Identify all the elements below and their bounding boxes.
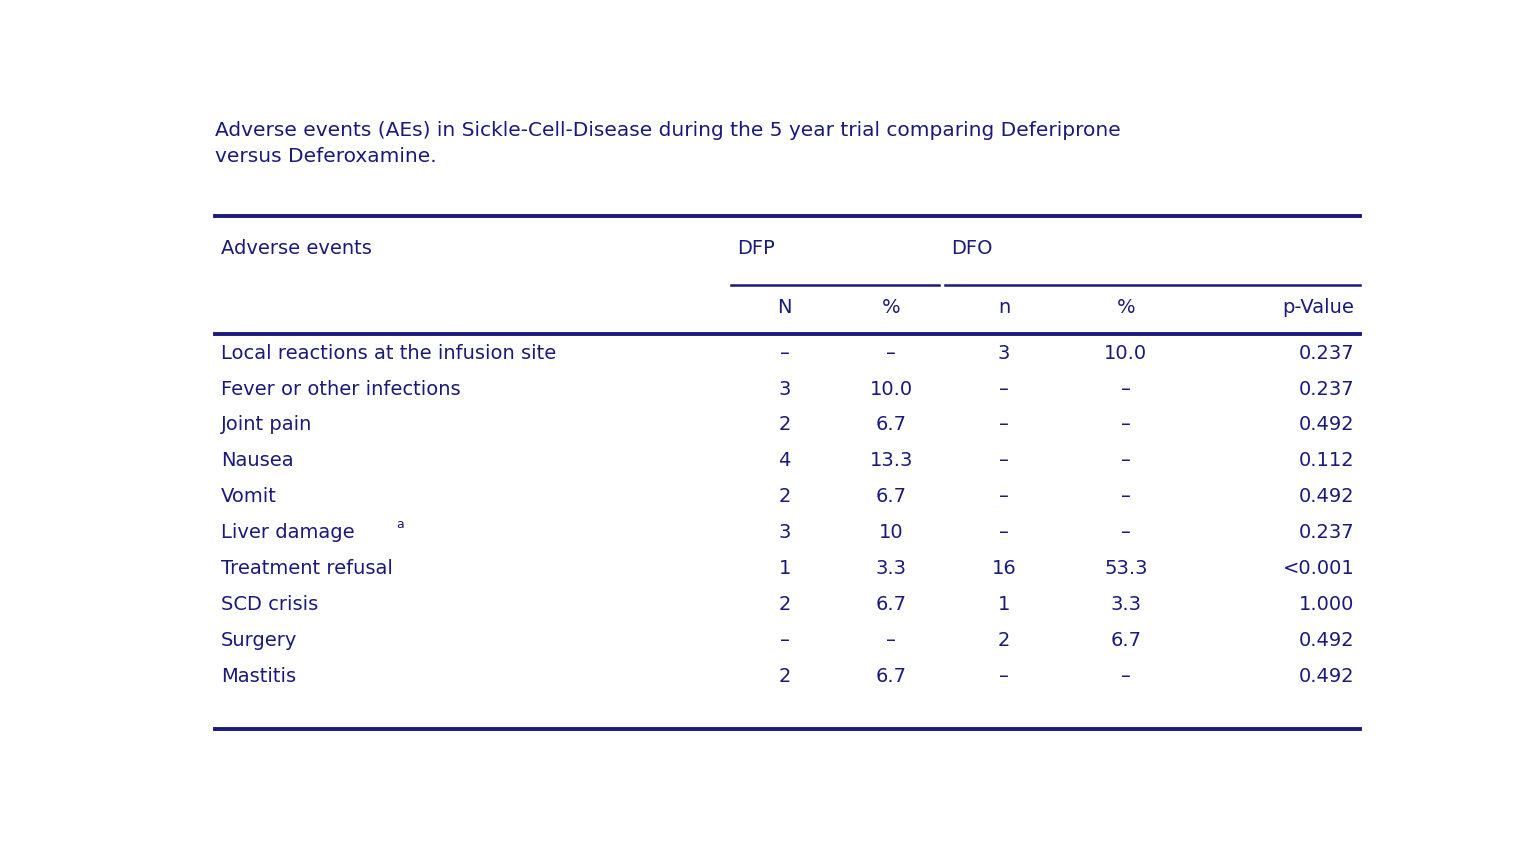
Text: 4: 4 <box>778 451 792 471</box>
Text: 13.3: 13.3 <box>870 451 912 471</box>
Text: <0.001: <0.001 <box>1283 559 1355 578</box>
Text: N: N <box>778 298 792 317</box>
Text: 0.492: 0.492 <box>1298 667 1355 686</box>
Text: 3: 3 <box>778 380 792 399</box>
Text: a: a <box>397 518 404 532</box>
Text: 10.0: 10.0 <box>1104 343 1147 363</box>
Text: 3.3: 3.3 <box>1110 595 1141 614</box>
Text: –: – <box>1000 416 1009 434</box>
Text: –: – <box>1000 488 1009 506</box>
Text: 6.7: 6.7 <box>876 416 906 434</box>
Text: 6.7: 6.7 <box>876 488 906 506</box>
Text: –: – <box>1000 667 1009 686</box>
Text: SCD crisis: SCD crisis <box>220 595 318 614</box>
Text: 3.3: 3.3 <box>876 559 906 578</box>
Text: –: – <box>1121 488 1131 506</box>
Text: DFO: DFO <box>951 239 992 258</box>
Text: 2: 2 <box>778 667 792 686</box>
Text: Liver damage: Liver damage <box>220 523 355 542</box>
Text: –: – <box>1000 451 1009 471</box>
Text: 0.237: 0.237 <box>1298 343 1355 363</box>
Text: 2: 2 <box>778 488 792 506</box>
Text: Adverse events: Adverse events <box>220 239 372 258</box>
Text: %: % <box>1116 298 1134 317</box>
Text: Nausea: Nausea <box>220 451 294 471</box>
Text: 2: 2 <box>778 416 792 434</box>
Text: –: – <box>1121 451 1131 471</box>
Text: –: – <box>1000 380 1009 399</box>
Text: p-Value: p-Value <box>1283 298 1355 317</box>
Text: 2: 2 <box>998 631 1010 650</box>
Text: Vomit: Vomit <box>220 488 277 506</box>
Text: –: – <box>779 343 790 363</box>
Text: 0.237: 0.237 <box>1298 380 1355 399</box>
Text: Adverse events (AEs) in Sickle-Cell-Disease during the 5 year trial comparing De: Adverse events (AEs) in Sickle-Cell-Dise… <box>214 121 1121 141</box>
Text: 6.7: 6.7 <box>876 595 906 614</box>
Text: 6.7: 6.7 <box>876 667 906 686</box>
Text: 0.492: 0.492 <box>1298 488 1355 506</box>
Text: 10: 10 <box>879 523 903 542</box>
Text: 16: 16 <box>992 559 1017 578</box>
Text: %: % <box>882 298 900 317</box>
Text: Treatment refusal: Treatment refusal <box>220 559 393 578</box>
Text: 3: 3 <box>778 523 792 542</box>
Text: 10.0: 10.0 <box>870 380 912 399</box>
Text: 1: 1 <box>998 595 1010 614</box>
Text: 0.492: 0.492 <box>1298 416 1355 434</box>
Text: Fever or other infections: Fever or other infections <box>220 380 461 399</box>
Text: DFP: DFP <box>738 239 775 258</box>
Text: –: – <box>1121 416 1131 434</box>
Text: versus Deferoxamine.: versus Deferoxamine. <box>214 148 436 166</box>
Text: –: – <box>886 631 896 650</box>
Text: 0.237: 0.237 <box>1298 523 1355 542</box>
Text: –: – <box>886 343 896 363</box>
Text: 3: 3 <box>998 343 1010 363</box>
Text: 1.000: 1.000 <box>1298 595 1355 614</box>
Text: 1: 1 <box>778 559 792 578</box>
Text: Surgery: Surgery <box>220 631 297 650</box>
Text: –: – <box>1121 523 1131 542</box>
Text: 53.3: 53.3 <box>1104 559 1148 578</box>
Text: Local reactions at the infusion site: Local reactions at the infusion site <box>220 343 556 363</box>
Text: –: – <box>1121 667 1131 686</box>
Text: Joint pain: Joint pain <box>220 416 312 434</box>
Text: n: n <box>998 298 1010 317</box>
Text: 0.112: 0.112 <box>1298 451 1355 471</box>
Text: 0.492: 0.492 <box>1298 631 1355 650</box>
Text: 6.7: 6.7 <box>1110 631 1141 650</box>
Text: –: – <box>779 631 790 650</box>
Text: 2: 2 <box>778 595 792 614</box>
Text: Mastitis: Mastitis <box>220 667 295 686</box>
Text: –: – <box>1000 523 1009 542</box>
Text: –: – <box>1121 380 1131 399</box>
